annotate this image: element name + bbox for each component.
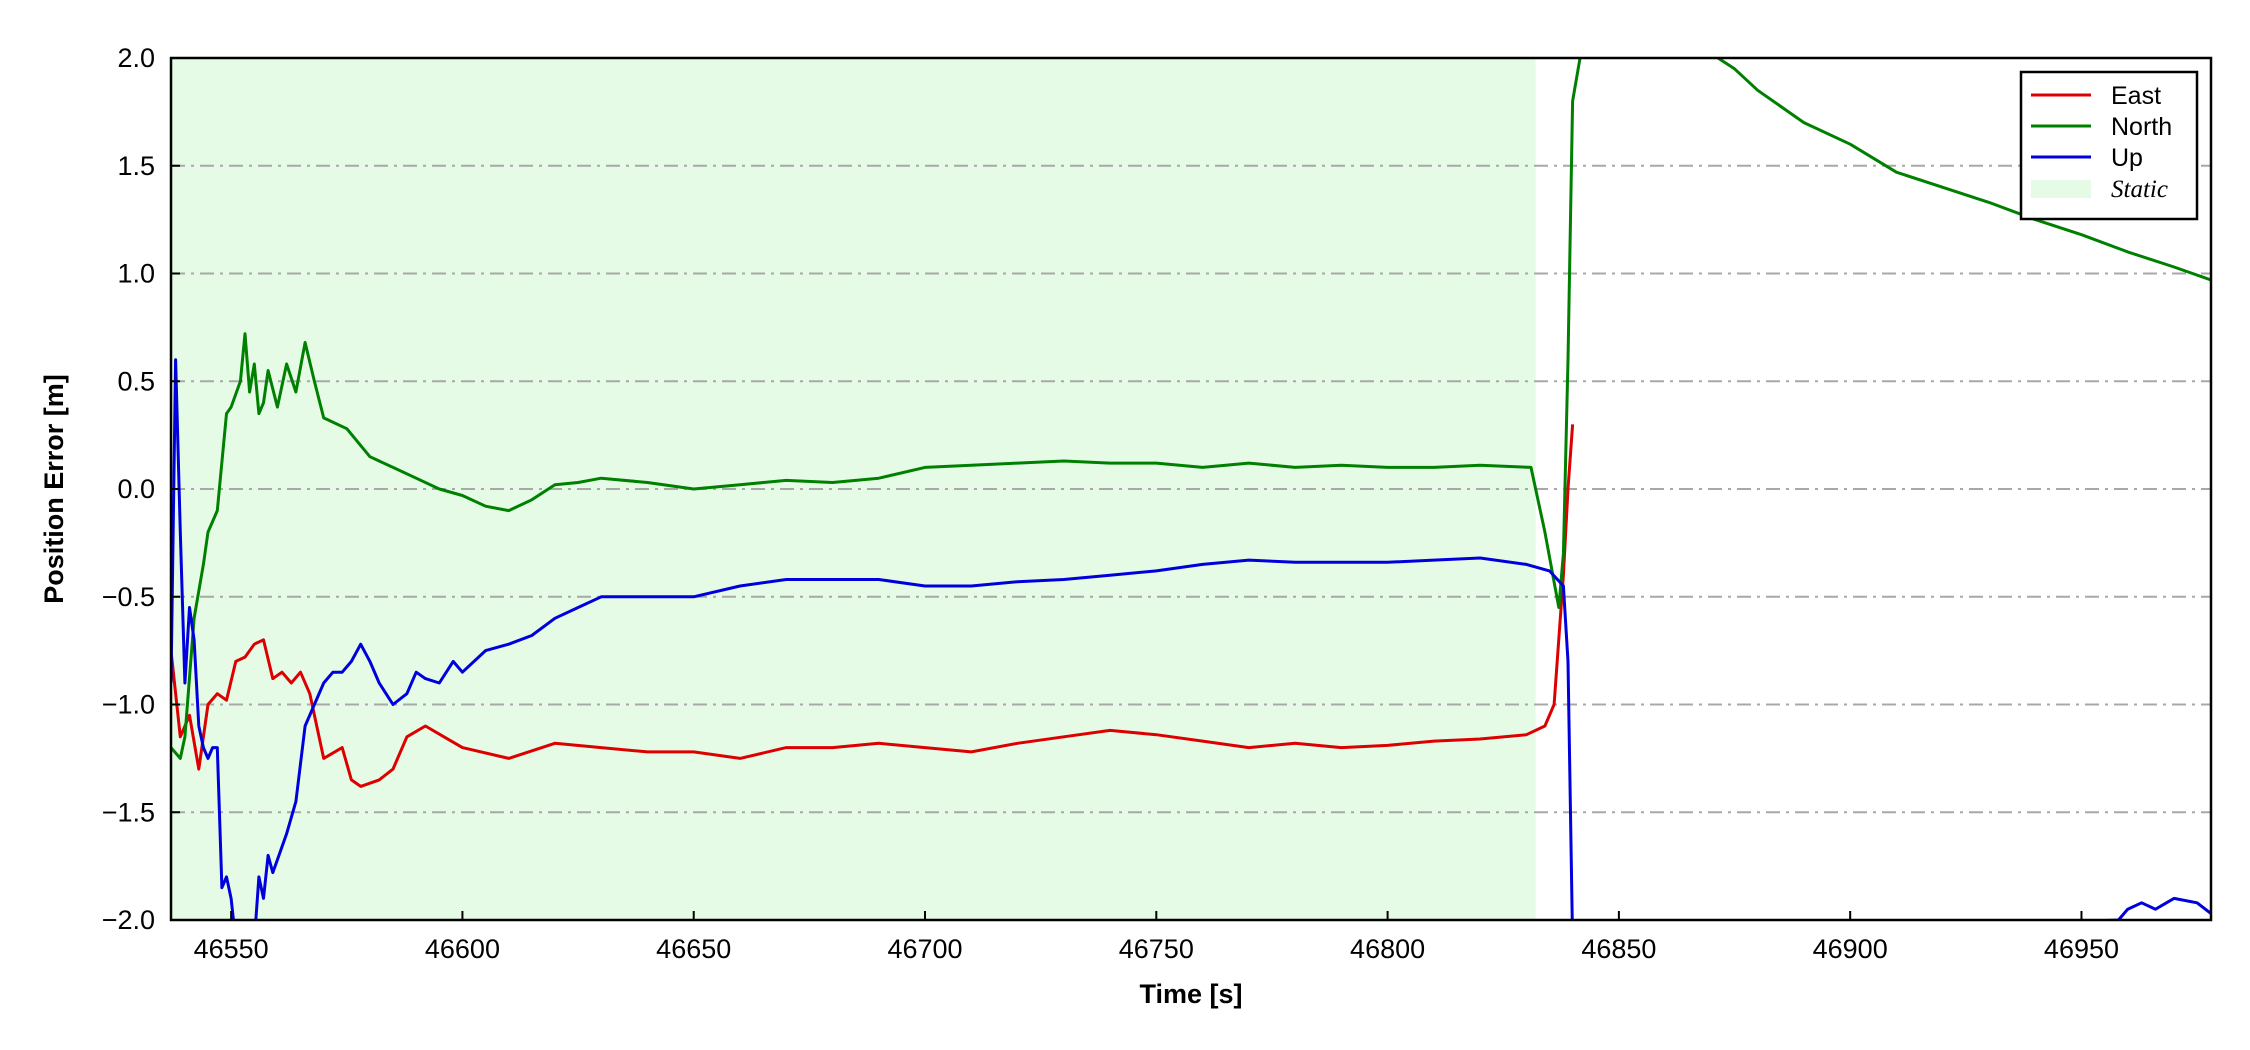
x-tick-label: 46650: [656, 934, 731, 964]
x-tick-label: 46750: [1119, 934, 1194, 964]
series-line-east: [171, 424, 1575, 788]
y-tick-label: 1.5: [117, 151, 155, 181]
legend-label-static: Static: [2111, 176, 2168, 203]
x-tick-label: 46850: [1581, 934, 1656, 964]
x-tick-label: 46900: [1813, 934, 1888, 964]
y-tick-label: 1.0: [117, 259, 155, 289]
legend-label-north: North: [2111, 113, 2172, 141]
legend-swatch-static: [2031, 180, 2091, 198]
legend-label-up: Up: [2111, 144, 2143, 172]
y-tick-label: −0.5: [102, 582, 155, 612]
y-tick-label: 2.0: [117, 43, 155, 73]
y-tick-label: −1.0: [102, 690, 155, 720]
y-axis-title: Position Error [m]: [39, 374, 69, 604]
x-tick-label: 46700: [887, 934, 962, 964]
x-tick-label: 46600: [425, 934, 500, 964]
series-line-up: [171, 358, 2211, 920]
y-tick-label: −2.0: [102, 905, 155, 935]
y-tick-label: 0.5: [117, 366, 155, 396]
x-axis-title: Time [s]: [1139, 979, 1242, 1009]
legend-label-east: East: [2111, 82, 2161, 110]
legend: East North Up Static: [2019, 70, 2199, 221]
x-tick-label: 46550: [194, 934, 269, 964]
y-tick-label: −1.5: [102, 797, 155, 827]
x-tick-label: 46800: [1350, 934, 1425, 964]
y-tick-label: 0.0: [117, 474, 155, 504]
x-tick-label: 46950: [2044, 934, 2119, 964]
series-line-north: [171, 58, 2211, 760]
